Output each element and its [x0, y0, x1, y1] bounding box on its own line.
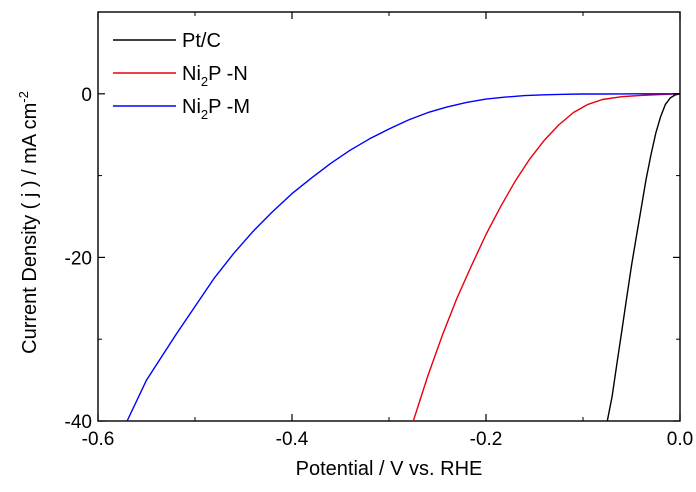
- legend-label-1: Ni2P -N: [182, 63, 248, 89]
- y-tick-label: -40: [65, 412, 92, 433]
- series-line-0: [606, 93, 681, 422]
- legend-label-main: Ni: [182, 63, 201, 85]
- legend-label-rest: P -N: [208, 63, 248, 85]
- legend-label-main: Ni: [182, 96, 201, 118]
- legend-label-subscript: 2: [201, 74, 208, 89]
- y-tick-label: 0: [81, 85, 92, 106]
- y-tick-label: -20: [65, 248, 92, 269]
- legend-label-main: Pt/C: [182, 30, 221, 52]
- legend-label-0: Pt/C: [182, 30, 221, 52]
- x-tick-label: -0.2: [470, 429, 503, 450]
- series-line-1: [412, 93, 681, 422]
- x-tick-label: 0.0: [667, 429, 693, 450]
- legend-label-subscript: 2: [201, 107, 208, 122]
- x-axis-title: Potential / V vs. RHE: [296, 458, 483, 480]
- axis-tick-labels: -0.6 -0.4 -0.2 0.0 -40 -20 0: [65, 85, 694, 450]
- series-curves: [126, 93, 681, 422]
- x-tick-label: -0.6: [82, 429, 115, 450]
- legend-label-2: Ni2P -M: [182, 96, 250, 122]
- y-axis-title: Current Density ( j ) / mA cm-2: [16, 91, 41, 354]
- y-axis-title-superscript: -2: [16, 91, 31, 103]
- y-axis-title-main: Current Density ( j ) / mA cm: [19, 103, 41, 354]
- x-tick-label: -0.4: [276, 429, 309, 450]
- axis-ticks: [97, 12, 681, 422]
- series-line-2: [126, 93, 680, 422]
- legend-label-rest: P -M: [208, 96, 250, 118]
